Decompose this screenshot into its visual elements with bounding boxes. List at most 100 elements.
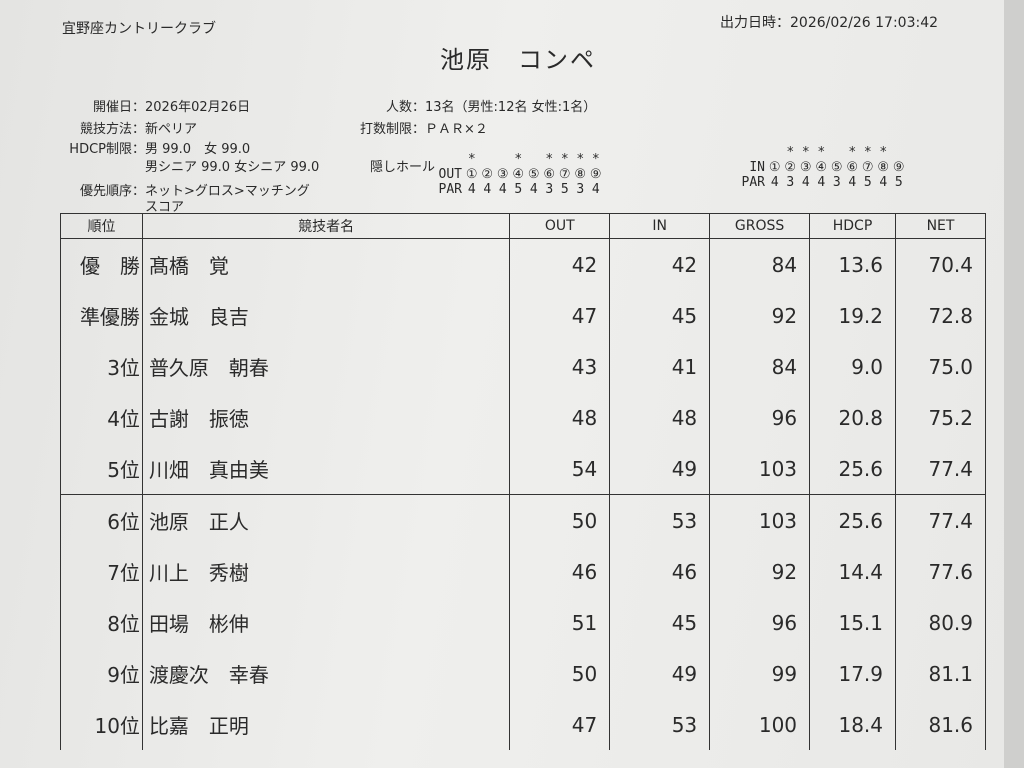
cell-out: 42	[509, 238, 611, 290]
header-in: IN	[609, 213, 711, 239]
cell-name: 普久原 朝春	[141, 341, 511, 392]
hole-par: 4	[498, 182, 507, 197]
hidden-hole-mark: *	[801, 145, 810, 160]
cell-hdcp: 13.6	[809, 238, 896, 290]
cell-net: 80.9	[895, 597, 986, 648]
hole-number: ⑧	[574, 167, 587, 182]
header-hdcp: HDCP	[809, 213, 896, 239]
hdcp-senior-info: 男シニア 99.0 女シニア 99.0	[145, 160, 320, 175]
hole-par: 4	[770, 175, 779, 190]
priority-info-2: スコア	[145, 200, 185, 215]
cell-net: 72.8	[895, 290, 986, 341]
hole-number: ⑧	[877, 160, 890, 175]
hole-number: ⑨	[892, 160, 905, 175]
hidden-hole-mark: *	[863, 145, 872, 160]
hole-par: 5	[894, 175, 903, 190]
cell-name: 比嘉 正明	[141, 699, 511, 750]
cell-hdcp: 14.4	[809, 546, 896, 597]
hole-number: ⑥	[846, 160, 859, 175]
cell-gross: 92	[709, 290, 811, 341]
table-row: 4位 古謝 振徳 48 48 96 20.8 75.2	[60, 392, 986, 443]
cell-out: 43	[509, 341, 611, 392]
cell-rank: 準優勝	[60, 290, 143, 341]
cell-name: 渡慶次 幸春	[141, 648, 511, 699]
cell-name: 髙橋 覚	[141, 238, 511, 290]
hole-number: ①	[465, 167, 478, 182]
hidden-hole-mark: *	[514, 152, 523, 167]
header-net: NET	[895, 213, 986, 239]
cell-rank: 3位	[60, 341, 143, 392]
hole-number: ⑦	[558, 167, 571, 182]
cell-in: 49	[609, 648, 711, 699]
cell-net: 77.4	[895, 494, 986, 546]
cell-net: 81.1	[895, 648, 986, 699]
hidden-hole-mark: *	[848, 145, 857, 160]
cell-rank: 8位	[60, 597, 143, 648]
hidden-hole-mark: *	[879, 145, 888, 160]
hole-par: 4	[467, 182, 476, 197]
table-row: 10位 比嘉 正明 47 53 100 18.4 81.6	[60, 699, 986, 750]
limit-info: 打数制限：ＰＡＲ×２	[359, 122, 488, 137]
cell-hdcp: 25.6	[809, 443, 896, 495]
hole-number: ⑨	[589, 167, 602, 182]
hole-par: 3	[832, 175, 841, 190]
table-row: 6位 池原 正人 50 53 103 25.6 77.4	[60, 494, 986, 546]
header-rank: 順位	[60, 213, 143, 239]
hidden-hole-mark: *	[576, 152, 585, 167]
hole-par: 4	[591, 182, 600, 197]
printed-datetime: 出力日時：2026/02/26 17:03:42	[720, 15, 939, 31]
hole-number: ④	[815, 160, 828, 175]
cell-in: 53	[609, 494, 711, 546]
hidden-hole-mark: *	[467, 152, 476, 167]
hole-number: ③	[799, 160, 812, 175]
table-row: 5位 川畑 真由美 54 49 103 25.6 77.4	[60, 443, 986, 495]
cell-rank: 4位	[60, 392, 143, 443]
priority-info: 優先順序：ネット>グロス>マッチング	[79, 184, 310, 199]
hole-par: 3	[545, 182, 554, 197]
cell-rank: 5位	[60, 443, 143, 495]
paper-edge	[1004, 0, 1024, 768]
in-holes: * * * * * * IN ① ② ③ ④ ⑤ ⑥ ⑦ ⑧ ⑨ PAR 4 3 4 4 3 4 5 4 5	[741, 145, 905, 190]
cell-gross: 84	[709, 341, 811, 392]
table-row: 3位 普久原 朝春 43 41 84 9.0 75.0	[60, 341, 986, 392]
hidden-hole-mark: *	[560, 152, 569, 167]
cell-rank: 9位	[60, 648, 143, 699]
hidden-hole-mark: *	[817, 145, 826, 160]
cell-in: 48	[609, 392, 711, 443]
cell-out: 47	[509, 699, 611, 750]
cell-net: 75.2	[895, 392, 986, 443]
hidden-hole-mark: *	[591, 152, 600, 167]
cell-out: 54	[509, 443, 611, 495]
hole-number: ④	[512, 167, 525, 182]
results-table: 順位 競技者名 OUT IN GROSS HDCP NET 優 勝髙橋 覚 42 42 84 13.…	[60, 213, 986, 750]
page-title: 池原 コンペ	[440, 46, 596, 74]
header-out: OUT	[509, 213, 611, 239]
hole-number: ②	[784, 160, 797, 175]
cell-gross: 84	[709, 238, 811, 290]
cell-rank: 10位	[60, 699, 143, 750]
cell-net: 81.6	[895, 699, 986, 750]
cell-in: 42	[609, 238, 711, 290]
method-info: 競技方法：新ペリア	[79, 122, 198, 137]
cell-rank: 優 勝	[60, 238, 143, 290]
cell-rank: 7位	[60, 546, 143, 597]
cell-out: 50	[509, 648, 611, 699]
cell-gross: 96	[709, 392, 811, 443]
cell-hdcp: 9.0	[809, 341, 896, 392]
hole-number: ⑥	[543, 167, 556, 182]
cell-hdcp: 15.1	[809, 597, 896, 648]
cell-name: 田場 彬伸	[141, 597, 511, 648]
hole-number: ②	[481, 167, 494, 182]
hidden-hole-mark: *	[545, 152, 554, 167]
cell-gross: 99	[709, 648, 811, 699]
hdcp-info: HDCP制限：男 99.0 女 99.0	[69, 142, 251, 157]
hole-par: 5	[863, 175, 872, 190]
cell-in: 45	[609, 597, 711, 648]
table-row: 9位 渡慶次 幸春 50 49 99 17.9 81.1	[60, 648, 986, 699]
hole-number: ⑤	[830, 160, 843, 175]
cell-name: 金城 良吉	[141, 290, 511, 341]
cell-name: 川上 秀樹	[141, 546, 511, 597]
cell-net: 70.4	[895, 238, 986, 290]
cell-gross: 100	[709, 699, 811, 750]
cell-gross: 103	[709, 443, 811, 495]
